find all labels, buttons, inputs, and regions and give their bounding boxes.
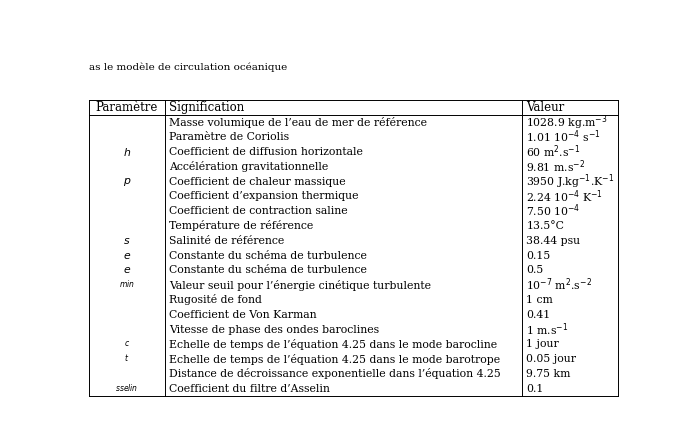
Text: $p$: $p$ xyxy=(122,176,131,187)
Text: 1.01 10$^{-4}$ s$^{-1}$: 1.01 10$^{-4}$ s$^{-1}$ xyxy=(526,129,601,145)
Text: $e$: $e$ xyxy=(122,266,131,275)
Text: 1 m.s$^{-1}$: 1 m.s$^{-1}$ xyxy=(526,321,569,338)
Text: 60 m$^{2}$.s$^{-1}$: 60 m$^{2}$.s$^{-1}$ xyxy=(526,143,581,160)
Text: Constante du schéma de turbulence: Constante du schéma de turbulence xyxy=(169,266,367,275)
Text: Coefficient d’expansion thermique: Coefficient d’expansion thermique xyxy=(169,191,358,201)
Text: as le modèle de circulation océanique: as le modèle de circulation océanique xyxy=(89,62,287,72)
Text: 3950 J.kg$^{-1}$.K$^{-1}$: 3950 J.kg$^{-1}$.K$^{-1}$ xyxy=(526,172,614,191)
Text: Distance de décroissance exponentielle dans l’équation 4.25: Distance de décroissance exponentielle d… xyxy=(169,368,501,380)
Text: 0.15: 0.15 xyxy=(526,250,550,261)
Text: Rugosité de fond: Rugosité de fond xyxy=(169,295,262,305)
Text: 9.75 km: 9.75 km xyxy=(526,369,571,379)
Text: $_{sselin}$: $_{sselin}$ xyxy=(115,383,138,395)
Text: Coefficient de diffusion horizontale: Coefficient de diffusion horizontale xyxy=(169,147,363,157)
Text: $_{min}$: $_{min}$ xyxy=(119,279,135,291)
Text: 1 cm: 1 cm xyxy=(526,295,553,305)
Text: $h$: $h$ xyxy=(122,146,131,158)
Text: 10$^{-7}$ m$^{2}$.s$^{-2}$: 10$^{-7}$ m$^{2}$.s$^{-2}$ xyxy=(526,277,592,293)
Text: Echelle de temps de l’équation 4.25 dans le mode barocline: Echelle de temps de l’équation 4.25 dans… xyxy=(169,339,497,350)
Text: $s$: $s$ xyxy=(123,236,131,246)
Text: Signification: Signification xyxy=(169,101,244,114)
Text: 2.24 10$^{-4}$ K$^{-1}$: 2.24 10$^{-4}$ K$^{-1}$ xyxy=(526,188,603,205)
Text: $e$: $e$ xyxy=(122,250,131,261)
Text: Valeur: Valeur xyxy=(526,101,565,114)
Text: Coefficient de Von Karman: Coefficient de Von Karman xyxy=(169,310,316,320)
Text: 0.5: 0.5 xyxy=(526,266,544,275)
Text: Température de référence: Température de référence xyxy=(169,220,314,232)
Text: 13.5°C: 13.5°C xyxy=(526,221,564,231)
Text: 38.44 psu: 38.44 psu xyxy=(526,236,581,246)
Text: Constante du schéma de turbulence: Constante du schéma de turbulence xyxy=(169,250,367,261)
Text: Coefficient de chaleur massique: Coefficient de chaleur massique xyxy=(169,177,346,186)
Text: Vitesse de phase des ondes baroclines: Vitesse de phase des ondes baroclines xyxy=(169,325,379,334)
Text: Salinité de référence: Salinité de référence xyxy=(169,236,284,246)
Text: 7.50 10$^{-4}$: 7.50 10$^{-4}$ xyxy=(526,203,581,219)
Text: 1028.9 kg.m$^{-3}$: 1028.9 kg.m$^{-3}$ xyxy=(526,113,608,131)
Text: Paramètre de Coriolis: Paramètre de Coriolis xyxy=(169,132,290,142)
Text: Masse volumique de l’eau de mer de référence: Masse volumique de l’eau de mer de référ… xyxy=(169,117,427,128)
Text: 0.05 jour: 0.05 jour xyxy=(526,354,577,364)
Text: 1 jour: 1 jour xyxy=(526,339,559,349)
Text: Accélération gravitationnelle: Accélération gravitationnelle xyxy=(169,161,328,172)
Text: Paramètre: Paramètre xyxy=(96,101,158,114)
Text: $_c$: $_c$ xyxy=(124,339,130,349)
Text: 9.81 m.s$^{-2}$: 9.81 m.s$^{-2}$ xyxy=(526,158,585,175)
Text: Echelle de temps de l’équation 4.25 dans le mode barotrope: Echelle de temps de l’équation 4.25 dans… xyxy=(169,354,500,365)
Text: Coefficient de contraction saline: Coefficient de contraction saline xyxy=(169,206,348,216)
Text: 0.41: 0.41 xyxy=(526,310,550,320)
Text: Valeur seuil pour l’énergie cinétique turbulente: Valeur seuil pour l’énergie cinétique tu… xyxy=(169,280,431,291)
Text: $_t$: $_t$ xyxy=(124,354,129,365)
Text: 0.1: 0.1 xyxy=(526,384,544,394)
Text: Coefficient du filtre d’Asselin: Coefficient du filtre d’Asselin xyxy=(169,384,330,394)
